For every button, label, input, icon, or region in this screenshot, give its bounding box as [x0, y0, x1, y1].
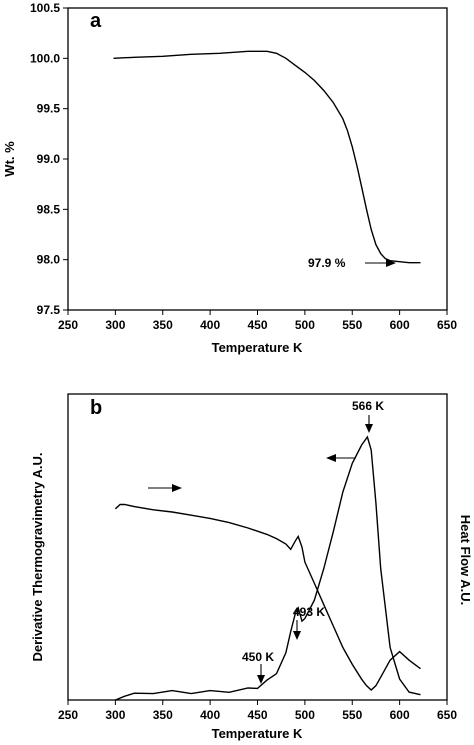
dtg-curve: [115, 435, 421, 701]
panel-label-b: b: [90, 397, 102, 419]
x-tick-label-b: 550: [342, 708, 362, 722]
arrow-493: [293, 620, 301, 640]
y-tick-label-a: 100.5: [30, 1, 60, 15]
x-tick-label-b: 650: [437, 708, 457, 722]
peak-annotation-450: 450 K: [242, 650, 274, 664]
y-axis-label-b-right: Heat Flow A.U.: [458, 515, 473, 606]
heat-flow-curve: [114, 503, 421, 691]
x-tick-label-b: 600: [390, 708, 410, 722]
x-tick-label-b: 350: [153, 708, 173, 722]
y-tick-label-a: 98.0: [37, 253, 61, 267]
x-tick-label-a: 300: [105, 318, 125, 332]
x-tick-label-b: 500: [295, 708, 315, 722]
peak-annotation-493: 493 K: [293, 605, 325, 619]
x-tick-label-a: 450: [247, 318, 267, 332]
x-tick-label-a: 250: [58, 318, 78, 332]
x-axis-label-b: Temperature K: [212, 726, 303, 741]
panel-a: 250 300 350 400 450 500 550 600 650 97.5 98.0 98.5…: [2, 1, 457, 355]
y-tick-label-a: 97.5: [37, 303, 61, 317]
weight-curve: [113, 50, 421, 264]
y-axis-label-a: Wt. %: [2, 141, 17, 177]
arrow-450: [257, 664, 265, 684]
panel-label-a: a: [90, 10, 102, 32]
x-axis-label-a: Temperature K: [212, 340, 303, 355]
panel-b: 250 300 350 400 450 500 550 600 650 b Temperatur…: [30, 393, 473, 741]
y-tick-label-a: 98.5: [37, 202, 61, 216]
x-tick-label-b: 300: [105, 708, 125, 722]
x-tick-label-b: 250: [58, 708, 78, 722]
x-ticks-a: 250 300 350 400 450 500 550 600 650: [58, 310, 457, 332]
x-tick-label-b: 450: [247, 708, 267, 722]
peak-annotation-566: 566 K: [352, 399, 384, 413]
x-tick-label-b: 400: [200, 708, 220, 722]
y-ticks-a: 97.5 98.0 98.5 99.0 99.5 100.0 100.5: [30, 1, 68, 317]
x-tick-label-a: 650: [437, 318, 457, 332]
x-ticks-b: 250 300 350 400 450 500 550 600 650: [58, 700, 457, 722]
y-tick-label-a: 99.5: [37, 102, 61, 116]
y-tick-label-a: 100.0: [30, 51, 60, 65]
residual-arrow: [365, 259, 396, 267]
left-axis-arrow: [326, 454, 356, 462]
x-tick-label-a: 400: [200, 318, 220, 332]
arrow-566: [365, 415, 373, 433]
x-tick-label-a: 500: [295, 318, 315, 332]
x-tick-label-a: 600: [390, 318, 410, 332]
right-axis-arrow: [148, 484, 182, 492]
x-tick-label-a: 550: [342, 318, 362, 332]
y-axis-label-b-left: Derivative Thermogravimetry A.U.: [30, 452, 45, 661]
y-tick-label-a: 99.0: [37, 152, 61, 166]
x-tick-label-a: 350: [153, 318, 173, 332]
residual-annotation: 97.9 %: [308, 256, 346, 270]
